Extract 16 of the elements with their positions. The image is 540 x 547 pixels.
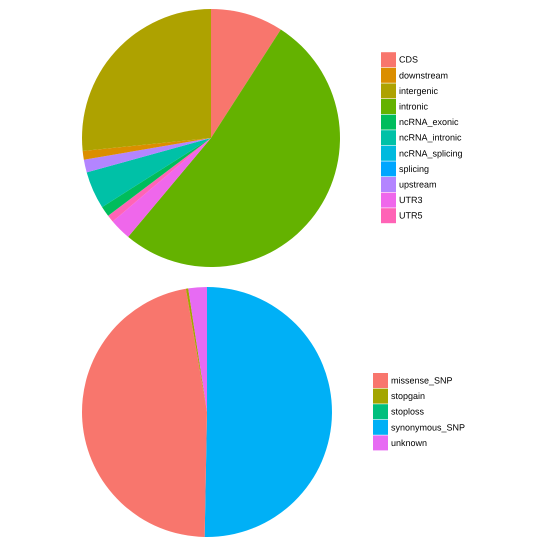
legend-label: upstream	[399, 180, 437, 190]
legend-label: downstream	[399, 70, 448, 80]
legend-label: missense_SNP	[391, 376, 453, 386]
legend-label: ncRNA_exonic	[399, 117, 460, 128]
legend-label: UTR5	[399, 210, 423, 221]
legend-label: CDS	[399, 54, 418, 65]
legend-label: UTR3	[399, 195, 423, 206]
legend-label: synonymous_SNP	[391, 422, 466, 432]
legend-label: intronic	[399, 102, 429, 112]
legend-label: ncRNA_splicing	[399, 148, 463, 158]
legend-label: intergenic	[399, 86, 439, 96]
legend-label: stopgain	[391, 391, 426, 402]
legend-label: splicing	[399, 164, 430, 174]
legend-label: stoploss	[391, 406, 425, 417]
legend-label: unknown	[391, 438, 428, 448]
legend-label: ncRNA_intronic	[399, 132, 462, 143]
